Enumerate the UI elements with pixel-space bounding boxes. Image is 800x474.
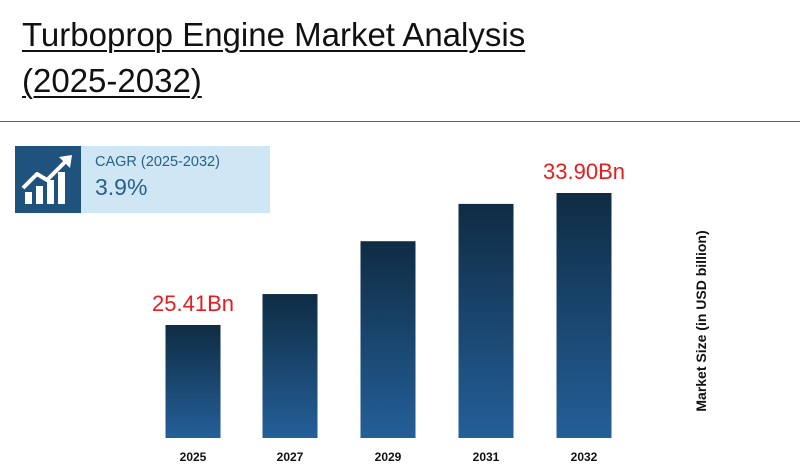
cagr-value: 3.9% [95,174,148,200]
bar-2025 [165,325,221,438]
title-line-2: (2025-2032) [22,62,202,99]
bar-2027 [262,294,318,438]
header-divider [0,121,800,122]
x-tick-2029: 2029 [375,450,402,464]
data-label-2032: 33.90Bn [543,159,625,184]
x-tick-2025: 2025 [180,450,207,464]
x-tick-2032: 2032 [571,450,598,464]
page-title: Turboprop Engine Market Analysis (2025-2… [22,12,642,104]
y-axis-label: Market Size (in USD billion) [693,230,709,412]
x-tick-2031: 2031 [473,450,500,464]
title-line-1: Turboprop Engine Market Analysis [22,16,526,53]
cagr-box: CAGR (2025-2032) 3.9% [15,146,270,213]
growth-chart-icon [15,146,81,213]
data-label-2025: 25.41Bn [152,291,234,316]
cagr-label: CAGR (2025-2032) [95,154,220,170]
bar-2032 [556,193,612,438]
x-tick-2027: 2027 [277,450,304,464]
bar-2031 [458,203,514,438]
bar-2029 [360,241,416,438]
